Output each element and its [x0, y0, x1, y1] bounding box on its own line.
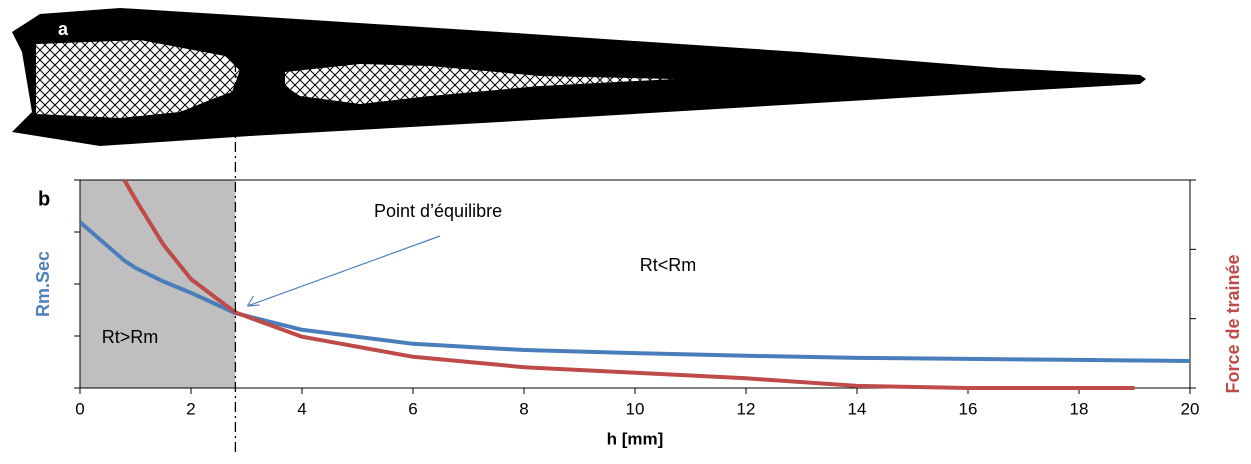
x-tick-label: 6: [408, 399, 417, 418]
x-tick-label: 14: [848, 399, 867, 418]
x-tick-label: 4: [297, 399, 306, 418]
annotation: Rt<Rm: [640, 255, 697, 275]
x-tick-label: 20: [1181, 399, 1200, 418]
shaded-region: [80, 180, 236, 388]
panel-label: b: [38, 188, 50, 210]
x-tick-label: 10: [626, 399, 645, 418]
x-tick-label: 8: [519, 399, 528, 418]
plot-frame: [79, 179, 1191, 389]
annotation: Rt>Rm: [102, 327, 159, 347]
y-axis-label: Rm.Sec: [33, 251, 53, 317]
x-tick-label: 18: [1070, 399, 1089, 418]
x-axis-label: h [mm]: [607, 429, 664, 448]
x-tick-label: 16: [959, 399, 978, 418]
arrow-head: [246, 295, 260, 307]
plot-area: 0 2 4 6 8 10 12 14 16 18 20 h [mm] Rm.Sec Force de tr…: [33, 179, 1243, 448]
annotation-arrow: [247, 235, 441, 307]
series-line: [78, 220, 1191, 363]
panel-label: a: [58, 19, 69, 39]
y2-axis-label: Force de trainée: [1223, 254, 1243, 393]
x-tick-label: 0: [75, 399, 84, 418]
x-tick-label: 12: [737, 399, 756, 418]
panel-a-image: [12, 8, 1146, 146]
series-line: [122, 179, 1135, 390]
annotation: Point d’équilibre: [374, 201, 502, 221]
x-tick-label: 2: [186, 399, 195, 418]
